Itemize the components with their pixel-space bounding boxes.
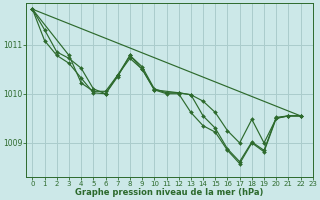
X-axis label: Graphe pression niveau de la mer (hPa): Graphe pression niveau de la mer (hPa) (76, 188, 264, 197)
